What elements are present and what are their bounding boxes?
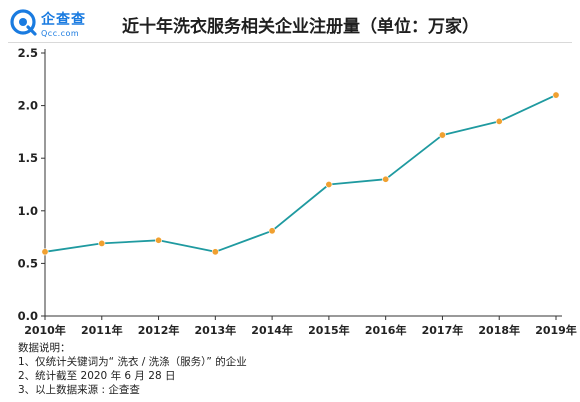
notes-line-1: 1、仅统计关键词为“ 洗衣 / 洗涤（服务）” 的企业 (18, 356, 247, 368)
notes-heading: 数据说明： (18, 342, 71, 354)
y-tick-label: 1.0 (18, 204, 38, 218)
qcc-logo: 企查查 Qcc.com (8, 7, 104, 45)
y-tick-label: 0.5 (18, 256, 38, 270)
data-point (495, 117, 503, 125)
data-point (382, 175, 390, 183)
x-tick-label: 2014年 (251, 323, 293, 337)
notes-line-2: 2、统计截至 2020 年 6 月 28 日 (18, 370, 176, 382)
chart-title: 近十年洗衣服务相关企业注册量（单位：万家） (122, 17, 479, 37)
y-tick-label: 0.0 (18, 309, 38, 323)
qcc-logo-icon (10, 9, 37, 36)
series-line (44, 94, 557, 253)
data-notes: 数据说明： 1、仅统计关键词为“ 洗衣 / 洗涤（服务）” 的企业 2、统计截至… (18, 341, 247, 397)
data-point (41, 248, 49, 256)
x-tick-label: 2011年 (81, 323, 123, 337)
y-tick-label: 2.5 (18, 46, 38, 60)
x-tick-label: 2018年 (478, 323, 520, 337)
data-point (438, 131, 446, 139)
x-tick-label: 2017年 (422, 323, 464, 337)
x-tick-label: 2015年 (308, 323, 350, 337)
x-tick-label: 2016年 (365, 323, 407, 337)
data-point (211, 248, 219, 256)
data-point (268, 227, 276, 235)
y-tick-label: 1.5 (18, 151, 38, 165)
notes-line-3: 3、以上数据来源 : 企查查 (18, 384, 140, 396)
x-tick-label: 2012年 (138, 323, 180, 337)
x-tick-label: 2019年 (535, 323, 577, 337)
data-point (155, 236, 163, 244)
x-tick-label: 2013年 (195, 323, 237, 337)
data-point (325, 181, 333, 189)
data-point (552, 91, 560, 99)
y-tick-label: 2.0 (18, 99, 38, 113)
line-chart: 0.00.51.01.52.02.5 2010年 2011年 2012年 2013年 2… (18, 46, 577, 337)
x-tick-label: 2010年 (24, 323, 66, 337)
x-axis: 2010年 2011年 2012年 2013年 2014年 2015年 2016年 2017年… (24, 315, 577, 337)
y-axis: 0.0 0.5 1.0 1.5 2.0 2.5 (18, 46, 46, 323)
logo-domain: Qcc.com (41, 29, 80, 38)
data-point (98, 239, 106, 247)
header-divider (8, 42, 572, 43)
logo-name: 企查查 (41, 12, 86, 28)
series-line-group (41, 91, 560, 256)
